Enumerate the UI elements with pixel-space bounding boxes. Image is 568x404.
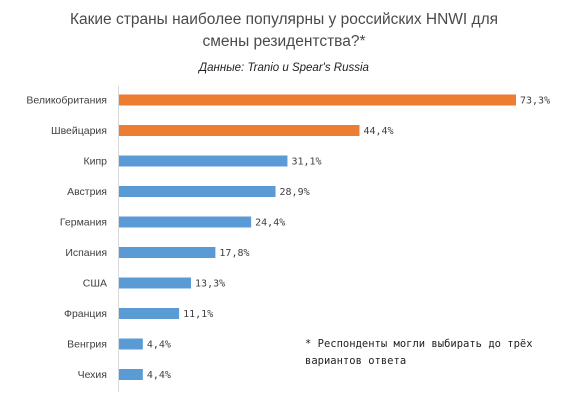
bar: [119, 216, 252, 228]
bar: [119, 338, 143, 350]
chart-source: Данные: Tranio и Spear's Russia: [199, 62, 369, 74]
chart-title-line-1: Какие страны наиболее популярны у россий…: [69, 11, 499, 28]
value-label: 17,8%: [219, 248, 249, 259]
value-label: 44,4%: [363, 126, 393, 137]
bar: [119, 277, 192, 289]
value-label: 4,4%: [147, 370, 171, 381]
bar: [119, 247, 216, 258]
footnote: * Респонденты могли выбирать до трёх вар…: [305, 336, 555, 370]
bar: [119, 94, 516, 106]
bar: [119, 308, 180, 319]
category-label: Испания: [65, 247, 107, 259]
value-label: 11,1%: [183, 309, 213, 320]
category-label: Венгрия: [67, 339, 107, 351]
chart-title-line-2: смены резидентства?*: [202, 33, 366, 50]
value-label: 13,3%: [195, 279, 225, 290]
category-label: Чехия: [78, 369, 107, 381]
bar: [119, 125, 360, 136]
category-label: Швейцария: [51, 125, 107, 137]
category-label: Великобритания: [26, 95, 107, 107]
value-label: 31,1%: [291, 157, 321, 168]
bar: [119, 186, 276, 197]
category-label: США: [83, 278, 107, 290]
bar: [119, 369, 143, 380]
category-label: Австрия: [67, 186, 107, 198]
value-label: 73,3%: [520, 96, 550, 107]
bar: [119, 155, 288, 167]
value-label: 24,4%: [255, 218, 285, 229]
category-label: Германия: [60, 217, 107, 229]
category-label: Франция: [64, 308, 107, 320]
footnote-line-1: * Респонденты могли выбирать до трёх: [305, 338, 533, 350]
footnote-line-2: вариантов ответа: [305, 355, 407, 367]
category-label: Кипр: [83, 156, 107, 168]
value-label: 28,9%: [280, 187, 310, 198]
value-label: 4,4%: [147, 340, 171, 351]
